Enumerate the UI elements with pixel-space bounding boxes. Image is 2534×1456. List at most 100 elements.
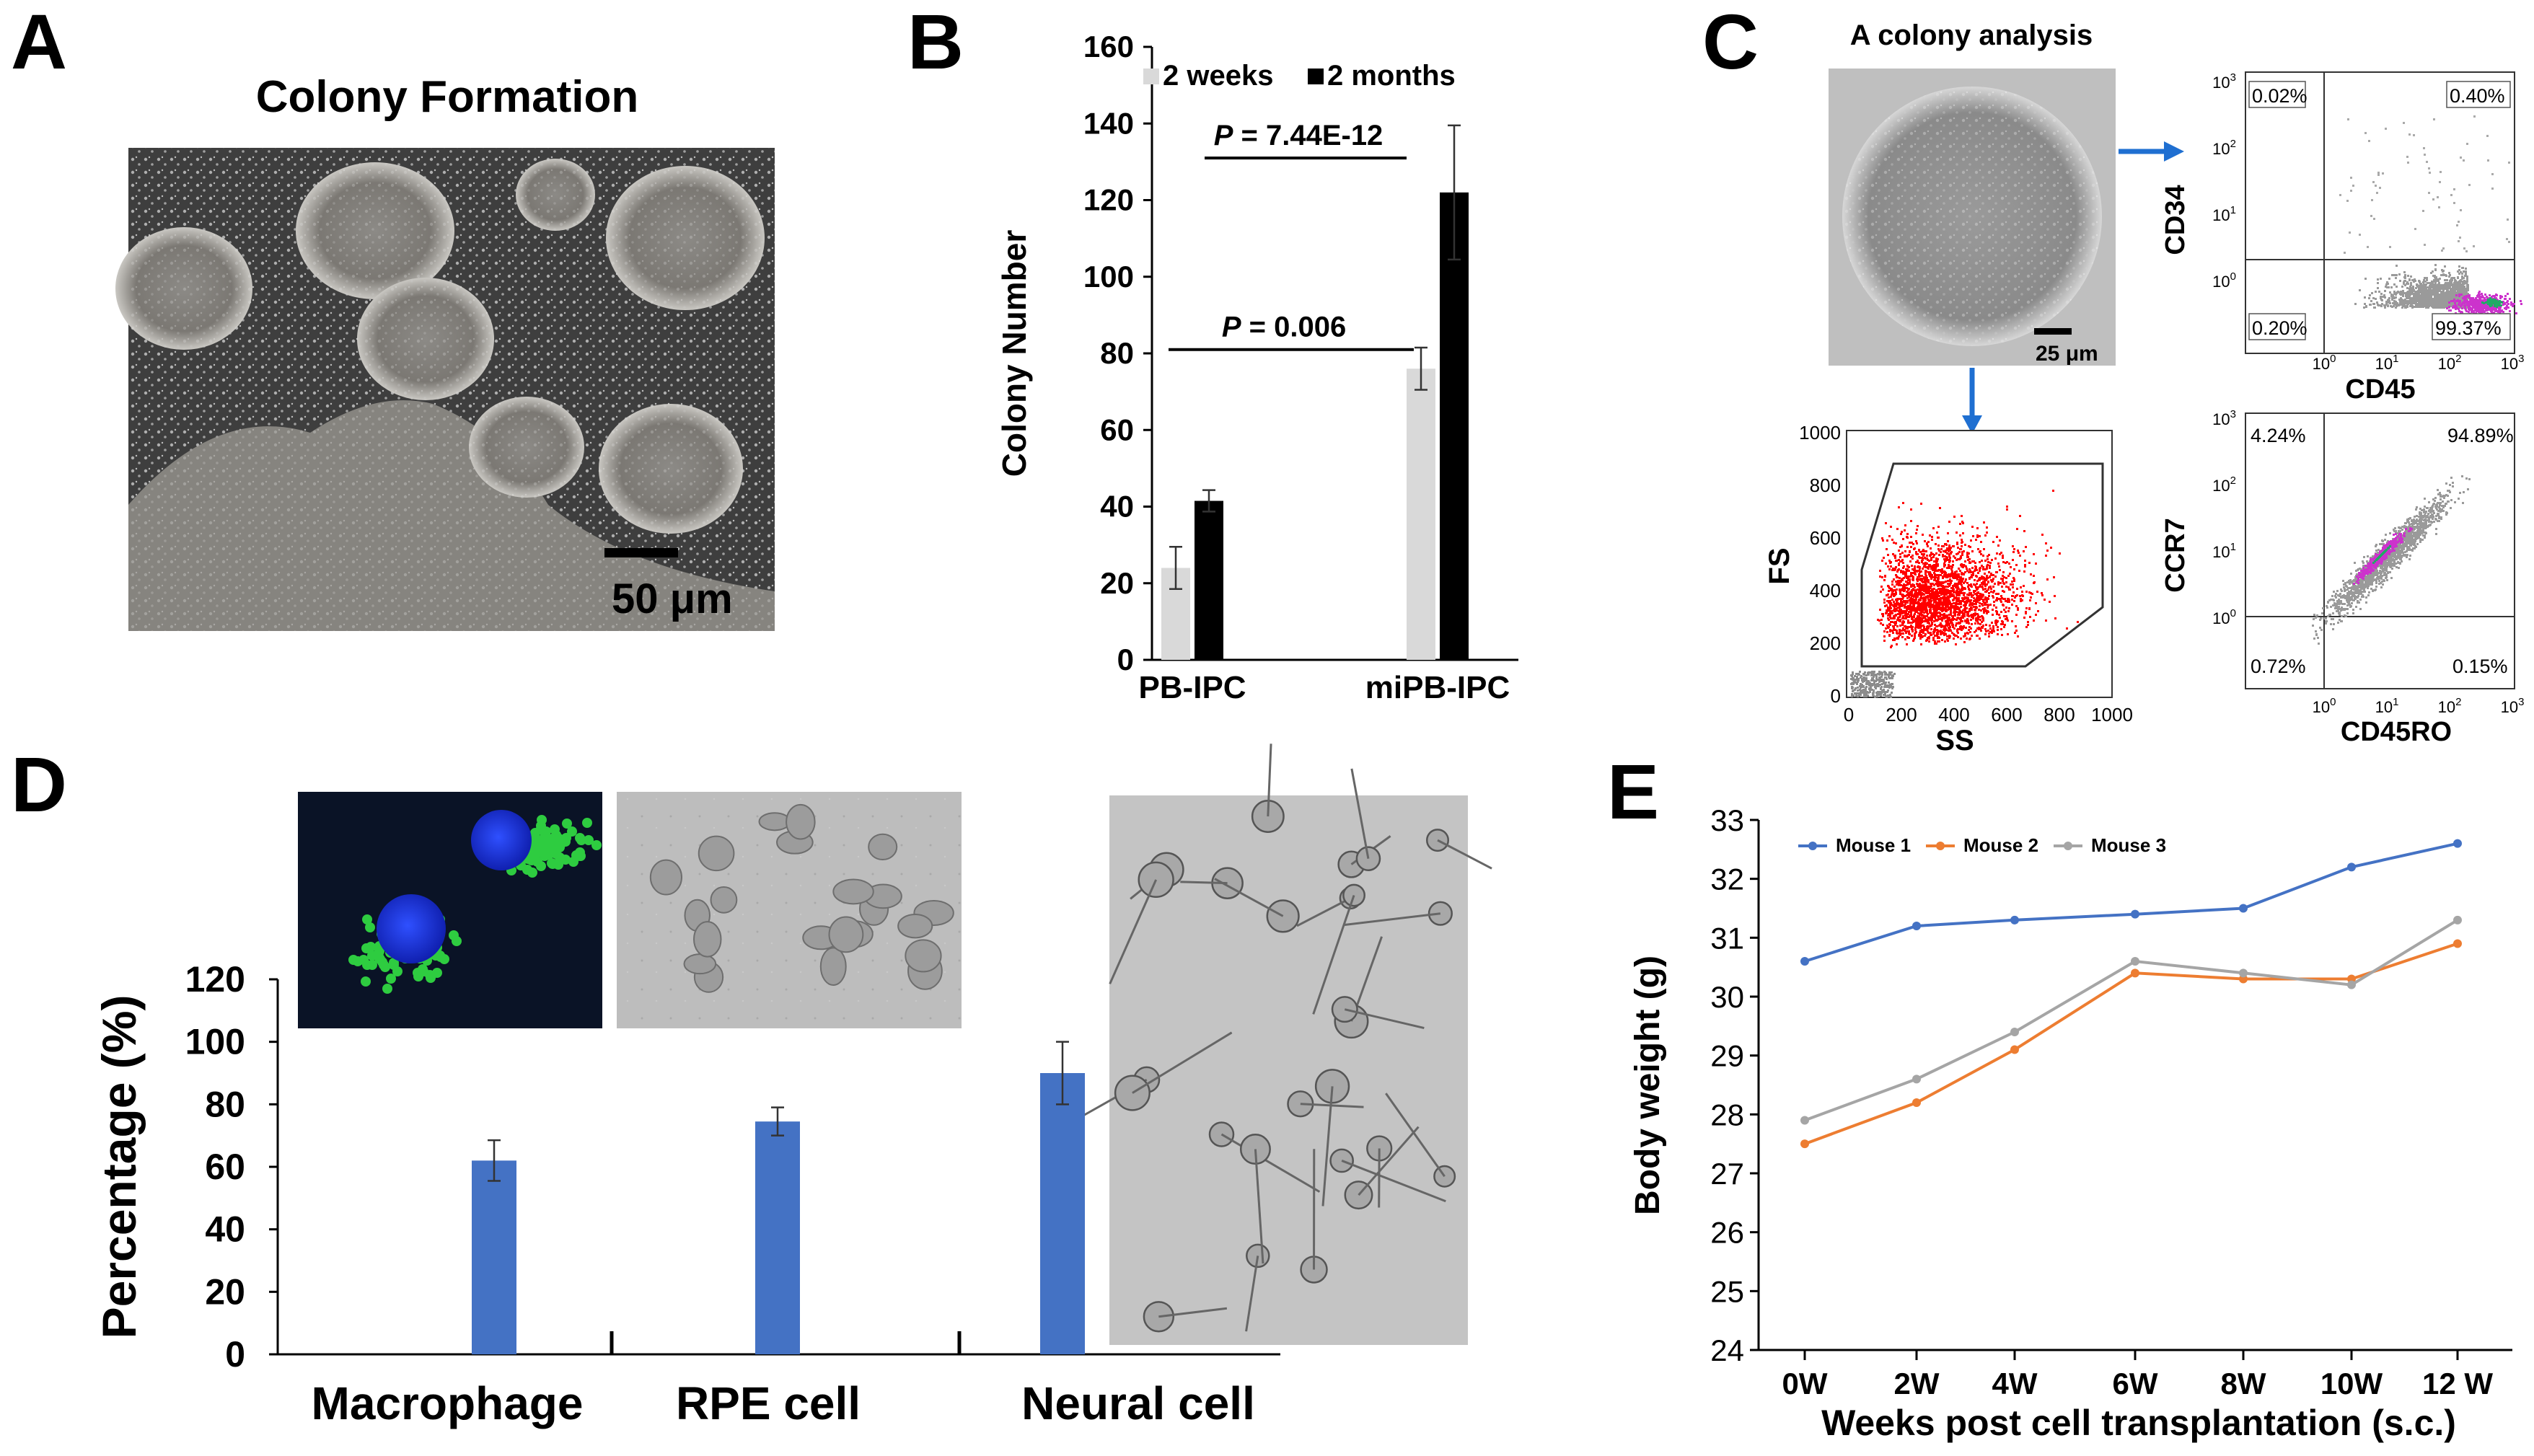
neurite bbox=[1254, 1149, 1264, 1264]
neural-cell-body bbox=[1342, 883, 1365, 907]
rpe-cell bbox=[905, 939, 942, 973]
events-green bbox=[2481, 297, 2503, 308]
category-label: RPE cell bbox=[676, 1377, 861, 1429]
rpe-cell bbox=[819, 947, 847, 987]
neurite bbox=[1437, 839, 1492, 870]
log-tick-y: 103 bbox=[2212, 408, 2236, 428]
events-magenta bbox=[2446, 291, 2522, 320]
cd34-q4: 99.37% bbox=[2435, 317, 2502, 339]
data-point bbox=[1912, 1098, 1921, 1107]
y-tick-label: 100 bbox=[185, 1022, 245, 1062]
arrow-right bbox=[2119, 141, 2184, 162]
log-tick-y: 100 bbox=[2212, 607, 2236, 627]
cd34-cd45-events bbox=[2339, 115, 2522, 320]
category-label: Neural cell bbox=[1021, 1377, 1255, 1429]
events-green bbox=[2372, 545, 2391, 564]
data-point bbox=[2453, 839, 2462, 848]
y-tick-label: 60 bbox=[205, 1147, 245, 1187]
neurite bbox=[1220, 1133, 1321, 1193]
y-tick-label: 30 bbox=[1710, 980, 1744, 1014]
ccr7-q3: 0.72% bbox=[2251, 656, 2306, 677]
fs-ss-ytick: 400 bbox=[1810, 580, 1841, 601]
legend-label: 2 weeks bbox=[1163, 60, 1273, 92]
data-point bbox=[2010, 1028, 2019, 1036]
cd34-cd45-plot: 0.02% 0.40% 0.20% 99.37% 100 100 101 101 102… bbox=[2160, 71, 2524, 405]
panel-e: E 24 25 26 27 28 29 30 31 32 33 0W 2W 4W 6W 8W 10W 12 WW… bbox=[1607, 748, 2512, 1443]
panel-c: C A colony analysis 25 μm 0 200 400 600 800 1… bbox=[1702, 0, 2524, 756]
data-point bbox=[2131, 957, 2139, 966]
ccr7-cd45ro-plot: 4.24% 94.89% 0.72% 0.15% 100 100 101 101 102… bbox=[2160, 408, 2524, 747]
rpe-cell bbox=[710, 886, 738, 914]
y-tick-label: 160 bbox=[1083, 30, 1134, 63]
neurite bbox=[1321, 1086, 1334, 1206]
panel-a: A Colony Formation 50 μm bbox=[11, 0, 775, 631]
bar bbox=[1407, 369, 1435, 660]
y-tick-label: 33 bbox=[1710, 803, 1744, 837]
legend-marker bbox=[1808, 842, 1817, 850]
series-line bbox=[1804, 919, 2459, 1122]
panel-b-letter: B bbox=[907, 0, 964, 85]
category-label: miPB-IPC bbox=[1365, 670, 1510, 705]
neurite bbox=[1312, 895, 1355, 1015]
neurite bbox=[1344, 912, 1441, 926]
scale-bar-25um: 25 μm bbox=[2036, 342, 2098, 366]
neurite bbox=[1296, 897, 1351, 927]
fs-ss-axes: 0 200 400 600 800 1000 0 200 400 600 800 1000 bbox=[1799, 422, 2133, 725]
x-tick-label: 0W bbox=[1782, 1367, 1828, 1400]
scale-bar-50um: 50 μm bbox=[612, 575, 733, 622]
rpe-cell bbox=[832, 878, 874, 905]
legend-label: 2 months bbox=[1327, 60, 1456, 92]
neurite bbox=[1341, 1160, 1446, 1203]
neurite bbox=[1245, 1256, 1259, 1332]
events-magenta bbox=[2353, 527, 2413, 585]
fs-ss-xtick: 0 bbox=[1844, 704, 1854, 725]
events-gray bbox=[2312, 475, 2471, 645]
rpe-cell bbox=[649, 859, 683, 896]
cd34-q1: 0.02% bbox=[2252, 85, 2308, 107]
log-tick-x: 102 bbox=[2438, 353, 2462, 373]
gated-events bbox=[1877, 490, 2079, 648]
data-point bbox=[1800, 957, 1809, 966]
ccr7-cd45ro-log-ticks: 100 100 101 101 102 102 103 103 bbox=[2212, 408, 2524, 716]
ungated-events bbox=[1850, 671, 1896, 698]
chart-colony-number: 0 20 40 60 80 100 120 140 160 Colony Number PB-IPC… bbox=[995, 30, 1518, 705]
rpe-cell bbox=[692, 921, 722, 958]
legend-marker bbox=[2064, 842, 2072, 850]
x-tick-label: 12 W bbox=[2422, 1367, 2493, 1400]
data-point bbox=[2131, 909, 2139, 919]
fs-ss-xtick: 600 bbox=[1991, 704, 2022, 725]
log-tick-x: 100 bbox=[2313, 696, 2336, 716]
fs-ss-xlabel: SS bbox=[1935, 725, 1974, 756]
significance-label: P = 0.006 bbox=[1222, 312, 1346, 343]
y-tick-label: 80 bbox=[1100, 336, 1134, 370]
ccr7-q1: 4.24% bbox=[2251, 425, 2306, 446]
neurite bbox=[1300, 1103, 1364, 1108]
legend-label: Mouse 1 bbox=[1836, 834, 1911, 856]
neurite bbox=[1109, 879, 1158, 984]
x-tick-label: 10W bbox=[2320, 1367, 2383, 1400]
y-tick-label: 25 bbox=[1710, 1274, 1744, 1308]
data-point bbox=[2239, 904, 2248, 913]
y-axis-label: Percentage (%) bbox=[92, 995, 146, 1339]
rpe-cell bbox=[868, 833, 898, 861]
legend-swatch bbox=[1143, 69, 1159, 84]
panel-d-letter: D bbox=[11, 741, 67, 828]
log-tick-x: 101 bbox=[2375, 353, 2399, 373]
log-tick-y: 101 bbox=[2212, 541, 2236, 561]
neurite bbox=[1350, 768, 1370, 859]
ccr7-cd45ro-events bbox=[2312, 475, 2471, 645]
log-tick-x: 101 bbox=[2375, 696, 2399, 716]
bar bbox=[472, 1160, 516, 1354]
fs-ss-xtick: 1000 bbox=[2091, 704, 2133, 725]
x-tick-label: 2W bbox=[1894, 1367, 1940, 1400]
y-tick-label: 20 bbox=[1100, 566, 1134, 600]
neurite bbox=[1358, 1126, 1420, 1196]
data-point bbox=[2453, 915, 2462, 925]
data-point bbox=[2131, 969, 2139, 978]
bar bbox=[1440, 192, 1469, 660]
data-point bbox=[2453, 939, 2462, 948]
bar bbox=[755, 1121, 800, 1354]
fs-ss-ytick: 600 bbox=[1810, 527, 1841, 549]
neurite bbox=[1267, 744, 1272, 817]
